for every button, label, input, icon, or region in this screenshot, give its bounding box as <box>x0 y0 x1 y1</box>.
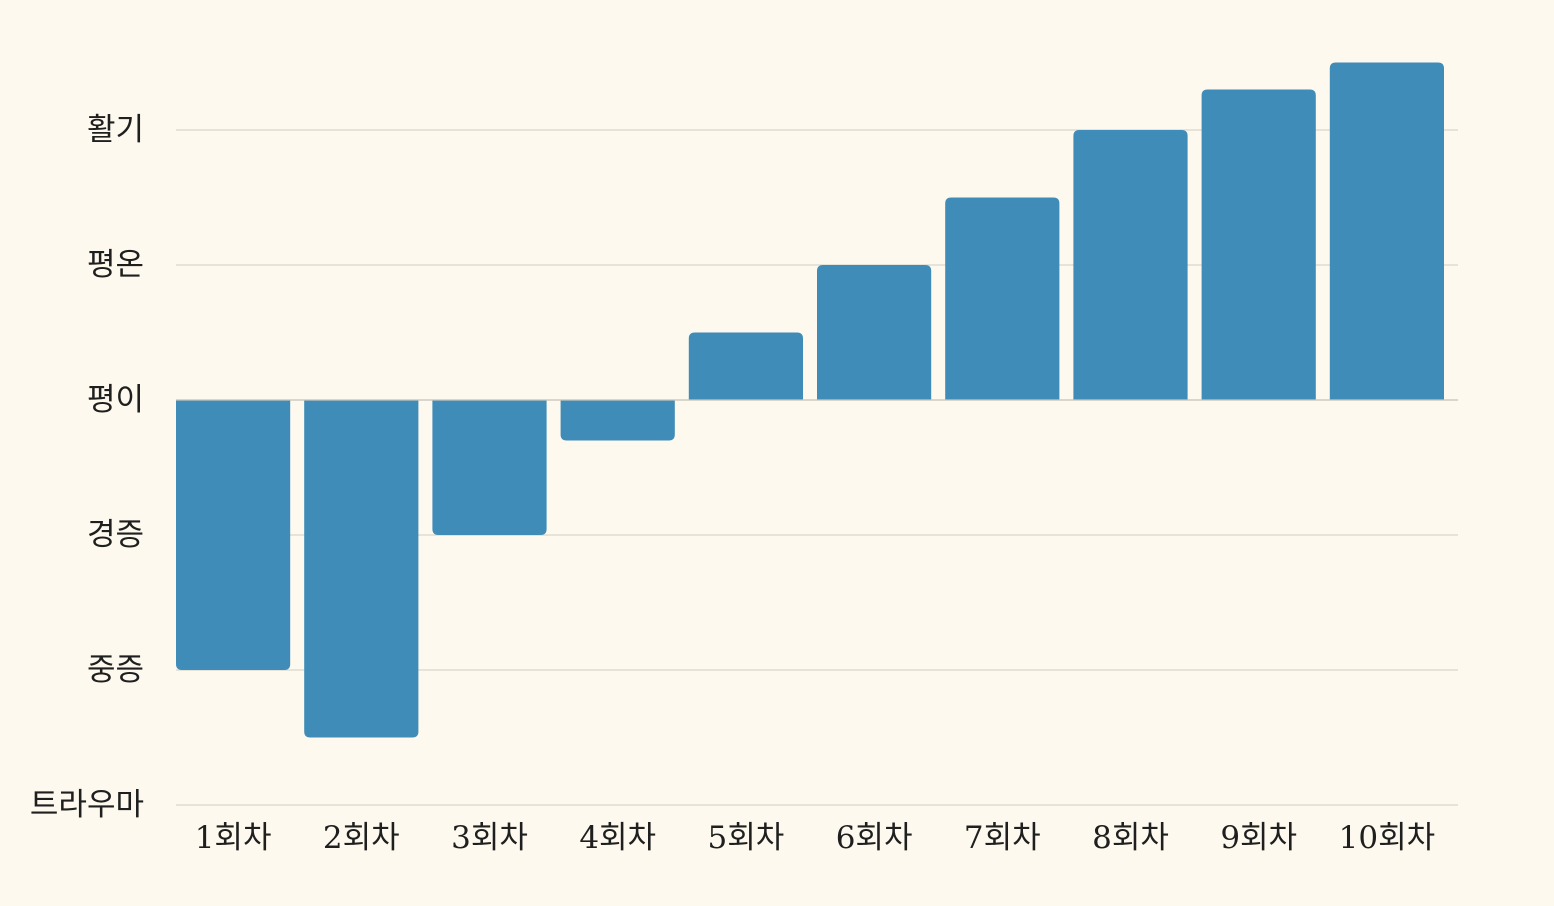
bar <box>688 332 803 400</box>
x-tick-label: 2회차 <box>323 820 400 856</box>
bar <box>432 400 547 535</box>
x-tick-label: 3회차 <box>451 820 528 856</box>
x-tick-label: 4회차 <box>579 820 656 856</box>
y-tick-label: 평온 <box>87 247 144 283</box>
y-tick-label: 중증 <box>87 652 144 688</box>
bar <box>1329 62 1444 400</box>
x-tick-label: 6회차 <box>836 820 913 856</box>
y-tick-label: 활기 <box>87 112 144 148</box>
x-tick-label: 7회차 <box>964 820 1041 856</box>
x-tick-label: 8회차 <box>1092 820 1169 856</box>
x-tick-label: 1회차 <box>195 820 272 856</box>
bar <box>560 400 675 441</box>
bar <box>945 197 1060 400</box>
bar <box>1073 130 1188 400</box>
x-axis-tick-labels: 1회차 2회차 3회차 4회차 5회차 6회차 7회차 8회차 9회차 10회차 <box>195 820 1435 856</box>
y-tick-label: 경증 <box>87 517 144 553</box>
x-tick-label: 9회차 <box>1220 820 1297 856</box>
x-tick-label: 10회차 <box>1339 820 1436 856</box>
y-tick-label: 평이 <box>87 382 144 418</box>
bar <box>1201 89 1316 400</box>
bar <box>176 400 291 670</box>
bars <box>176 62 1458 738</box>
bar <box>817 265 932 400</box>
x-tick-label: 5회차 <box>708 820 785 856</box>
bar <box>304 400 419 738</box>
y-tick-label: 트라우마 <box>30 787 144 823</box>
